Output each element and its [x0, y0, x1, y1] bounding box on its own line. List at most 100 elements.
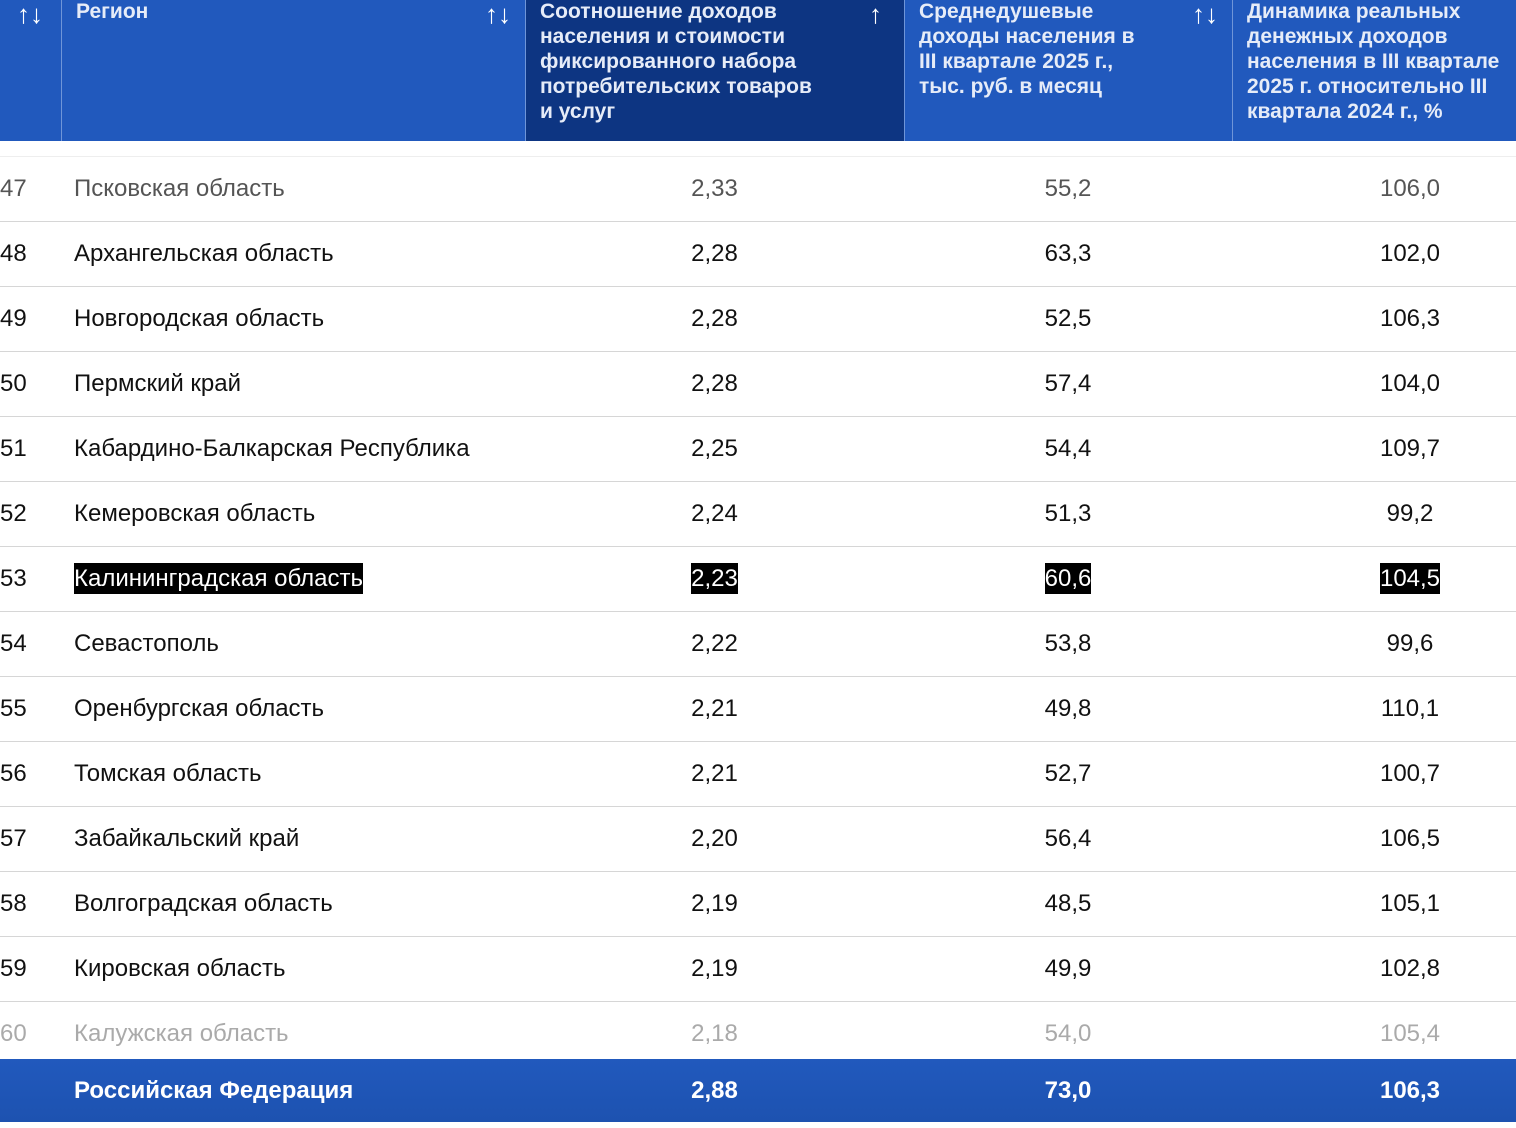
sort-icon[interactable]: ↑↓ [1192, 0, 1218, 29]
ratio-cell-text: 2,28 [691, 305, 738, 332]
income-cell: 48,5 [904, 890, 1232, 918]
region-cell-text: Кабардино-Балкарская Республика [74, 435, 470, 462]
header-region[interactable]: Регион ↑↓ [61, 0, 525, 141]
table-row[interactable]: 59 Кировская область 2,19 49,9 102,8 [0, 937, 1516, 1002]
rank-cell: 50 [0, 370, 61, 398]
dynamics-cell-text: 109,7 [1379, 435, 1441, 462]
total-region: Российская Федерация [74, 1076, 354, 1104]
sort-ascending-icon[interactable]: ↑ [869, 0, 882, 29]
dynamics-cell-text: 105,1 [1379, 890, 1441, 917]
ratio-cell-text: 2,21 [691, 695, 738, 722]
header-label: Среднедушевые доходы населения в III ква… [919, 0, 1135, 98]
dynamics-cell: 106,5 [1232, 825, 1516, 853]
header-rank[interactable]: ↑↓ [0, 0, 61, 141]
income-cell-text: 54,4 [1044, 435, 1092, 462]
rank-cell: 56 [0, 760, 61, 788]
income-cell-text: 54,0 [1044, 1020, 1092, 1047]
dynamics-cell-text: 110,1 [1380, 695, 1440, 722]
region-cell: Калужская область [61, 1020, 525, 1048]
table-row[interactable]: 51 Кабардино-Балкарская Республика 2,25 54,… [0, 417, 1516, 482]
sort-icon[interactable]: ↑↓ [17, 0, 43, 29]
dynamics-cell: 110,1 [1232, 695, 1516, 723]
income-cell: 54,4 [904, 435, 1232, 463]
ratio-cell-text: 2,20 [691, 825, 738, 852]
rank-cell: 52 [0, 500, 61, 528]
table-row[interactable]: 56 Томская область 2,21 52,7 100,7 [0, 742, 1516, 807]
region-cell: Томская область [61, 760, 525, 788]
income-cell: 51,3 [904, 500, 1232, 528]
rank-cell: 53 [0, 565, 61, 593]
ratio-cell: 2,24 [525, 500, 904, 528]
table-row[interactable]: 47 Псковская область 2,33 55,2 106,0 [0, 157, 1516, 222]
header-dynamics: Динамика реальных денежных доходов насел… [1232, 0, 1516, 141]
table-body[interactable]: 47 Псковская область 2,33 55,2 106,0 48 Арханг… [0, 141, 1516, 1059]
dynamics-cell-text: 102,8 [1379, 955, 1441, 982]
sort-icon[interactable]: ↑↓ [485, 0, 511, 29]
dynamics-cell: 106,0 [1232, 175, 1516, 203]
rank-cell-text: 47 [0, 175, 27, 202]
rank-cell-text: 52 [0, 500, 27, 527]
dynamics-cell-text: 106,0 [1379, 175, 1441, 202]
total-income: 73,0 [1044, 1076, 1092, 1104]
region-cell-text: Калужская область [74, 1020, 289, 1047]
income-cell: 54,0 [904, 1020, 1232, 1048]
region-cell: Оренбургская область [61, 695, 525, 723]
ratio-cell: 2,21 [525, 695, 904, 723]
income-cell: 52,7 [904, 760, 1232, 788]
rank-cell: 47 [0, 175, 61, 203]
table-row[interactable]: 48 Архангельская область 2,28 63,3 102,0 [0, 222, 1516, 287]
ratio-cell: 2,21 [525, 760, 904, 788]
region-cell-text: Новгородская область [74, 305, 325, 332]
dynamics-cell: 104,5 [1232, 563, 1516, 594]
dynamics-cell: 106,3 [1232, 305, 1516, 333]
income-cell-text: 53,8 [1044, 630, 1092, 657]
income-cell: 56,4 [904, 825, 1232, 853]
total-row: Российская Федерация 2,88 73,0 106,3 [0, 1059, 1516, 1122]
table-row[interactable]: 52 Кемеровская область 2,24 51,3 99,2 [0, 482, 1516, 547]
rank-cell-text: 56 [0, 760, 27, 787]
region-cell: Кировская область [61, 955, 525, 983]
header-label: Динамика реальных денежных доходов насел… [1247, 0, 1500, 123]
income-cell: 53,8 [904, 630, 1232, 658]
table-row[interactable]: 55 Оренбургская область 2,21 49,8 110,1 [0, 677, 1516, 742]
income-cell: 63,3 [904, 240, 1232, 268]
ratio-cell: 2,28 [525, 305, 904, 333]
header-ratio[interactable]: Соотношение доходов населения и стоимост… [525, 0, 904, 141]
ratio-cell: 2,20 [525, 825, 904, 853]
table-row[interactable]: 60 Калужская область 2,18 54,0 105,4 [0, 1002, 1516, 1059]
ratio-cell-text: 2,19 [691, 955, 738, 982]
dynamics-cell: 102,8 [1232, 955, 1516, 983]
table-row[interactable]: 49 Новгородская область 2,28 52,5 106,3 [0, 287, 1516, 352]
region-cell-text: Калининградская область [74, 563, 364, 594]
income-cell-text: 49,9 [1044, 955, 1092, 982]
header-label: Соотношение доходов населения и стоимост… [540, 0, 812, 123]
income-cell-text: 52,5 [1044, 305, 1092, 332]
region-cell: Новгородская область [61, 305, 525, 333]
ratio-cell: 2,28 [525, 370, 904, 398]
ratio-cell-text: 2,23 [691, 563, 738, 594]
region-cell: Волгоградская область [61, 890, 525, 918]
income-cell-text: 57,4 [1044, 370, 1092, 397]
table-row[interactable]: 58 Волгоградская область 2,19 48,5 105,1 [0, 872, 1516, 937]
dynamics-cell: 104,0 [1232, 370, 1516, 398]
ratio-cell: 2,23 [525, 563, 904, 594]
rank-cell-text: 60 [0, 1020, 27, 1047]
ratio-cell-text: 2,28 [691, 240, 738, 267]
table-row[interactable]: 53 Калининградская область 2,23 60,6 104,5 [0, 547, 1516, 612]
ratio-cell-text: 2,24 [691, 500, 738, 527]
rank-cell: 51 [0, 435, 61, 463]
dynamics-cell: 99,2 [1232, 500, 1516, 528]
ratio-cell-text: 2,19 [691, 890, 738, 917]
dynamics-cell-text: 99,6 [1386, 630, 1434, 657]
ratio-cell-text: 2,21 [691, 760, 738, 787]
table-row[interactable]: 57 Забайкальский край 2,20 56,4 106,5 [0, 807, 1516, 872]
dynamics-cell-text: 100,7 [1379, 760, 1441, 787]
rank-cell-text: 49 [0, 305, 27, 332]
header-income[interactable]: Среднедушевые доходы населения в III ква… [904, 0, 1232, 141]
income-cell-text: 49,8 [1044, 695, 1092, 722]
region-cell-text: Псковская область [74, 175, 285, 202]
table-row[interactable]: 54 Севастополь 2,22 53,8 99,6 [0, 612, 1516, 677]
ratio-cell-text: 2,18 [691, 1020, 738, 1047]
table-row[interactable]: 50 Пермский край 2,28 57,4 104,0 [0, 352, 1516, 417]
income-cell-text: 56,4 [1044, 825, 1092, 852]
